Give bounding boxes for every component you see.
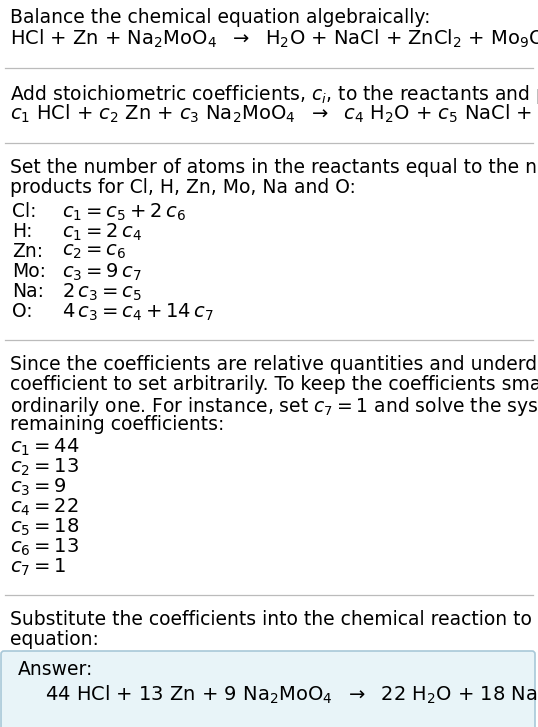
Text: $c_6 = 13$: $c_6 = 13$ <box>10 537 79 558</box>
Text: Zn:: Zn: <box>12 242 43 261</box>
Text: Cl:: Cl: <box>12 202 37 221</box>
Text: remaining coefficients:: remaining coefficients: <box>10 415 224 434</box>
Text: Na:: Na: <box>12 282 44 301</box>
Text: Set the number of atoms in the reactants equal to the number of atoms in the: Set the number of atoms in the reactants… <box>10 158 538 177</box>
Text: $c_7 = 1$: $c_7 = 1$ <box>10 557 67 578</box>
Text: Substitute the coefficients into the chemical reaction to obtain the balanced: Substitute the coefficients into the che… <box>10 610 538 629</box>
Text: $c_1$ HCl + $c_2$ Zn + $c_3$ Na$_2$MoO$_4$  $\rightarrow$  $c_4$ H$_2$O + $c_5$ : $c_1$ HCl + $c_2$ Zn + $c_3$ Na$_2$MoO$_… <box>10 103 538 125</box>
Text: Answer:: Answer: <box>18 660 94 679</box>
Text: O:: O: <box>12 302 33 321</box>
Text: $4\,c_3 = c_4 + 14\,c_7$: $4\,c_3 = c_4 + 14\,c_7$ <box>62 302 214 324</box>
Text: $2\,c_3 = c_5$: $2\,c_3 = c_5$ <box>62 282 141 303</box>
Text: $c_2 = 13$: $c_2 = 13$ <box>10 457 79 478</box>
Text: Add stoichiometric coefficients, $c_i$, to the reactants and products:: Add stoichiometric coefficients, $c_i$, … <box>10 83 538 106</box>
Text: Mo:: Mo: <box>12 262 46 281</box>
Text: coefficient to set arbitrarily. To keep the coefficients small, the arbitrary va: coefficient to set arbitrarily. To keep … <box>10 375 538 394</box>
Text: HCl + Zn + Na$_2$MoO$_4$  $\rightarrow$  H$_2$O + NaCl + ZnCl$_2$ + Mo$_9$O$_{14: HCl + Zn + Na$_2$MoO$_4$ $\rightarrow$ H… <box>10 28 538 50</box>
Text: H:: H: <box>12 222 32 241</box>
Text: $c_1 = c_5 + 2\,c_6$: $c_1 = c_5 + 2\,c_6$ <box>62 202 186 223</box>
Text: $c_2 = c_6$: $c_2 = c_6$ <box>62 242 126 261</box>
Text: ordinarily one. For instance, set $c_7 = 1$ and solve the system of equations fo: ordinarily one. For instance, set $c_7 =… <box>10 395 538 418</box>
Text: Since the coefficients are relative quantities and underdetermined, choose a: Since the coefficients are relative quan… <box>10 355 538 374</box>
Text: products for Cl, H, Zn, Mo, Na and O:: products for Cl, H, Zn, Mo, Na and O: <box>10 178 356 197</box>
Text: $c_3 = 9$: $c_3 = 9$ <box>10 477 67 498</box>
Text: $c_3 = 9\,c_7$: $c_3 = 9\,c_7$ <box>62 262 141 284</box>
Text: $c_1 = 2\,c_4$: $c_1 = 2\,c_4$ <box>62 222 142 244</box>
Text: equation:: equation: <box>10 630 99 649</box>
Text: Balance the chemical equation algebraically:: Balance the chemical equation algebraica… <box>10 8 430 27</box>
Text: $c_1 = 44$: $c_1 = 44$ <box>10 437 80 458</box>
Text: 44 HCl + 13 Zn + 9 Na$_2$MoO$_4$  $\rightarrow$  22 H$_2$O + 18 NaCl + 13 ZnCl$_: 44 HCl + 13 Zn + 9 Na$_2$MoO$_4$ $\right… <box>45 684 538 707</box>
FancyBboxPatch shape <box>1 651 535 727</box>
Text: $c_4 = 22$: $c_4 = 22$ <box>10 497 79 518</box>
Text: $c_5 = 18$: $c_5 = 18$ <box>10 517 80 538</box>
